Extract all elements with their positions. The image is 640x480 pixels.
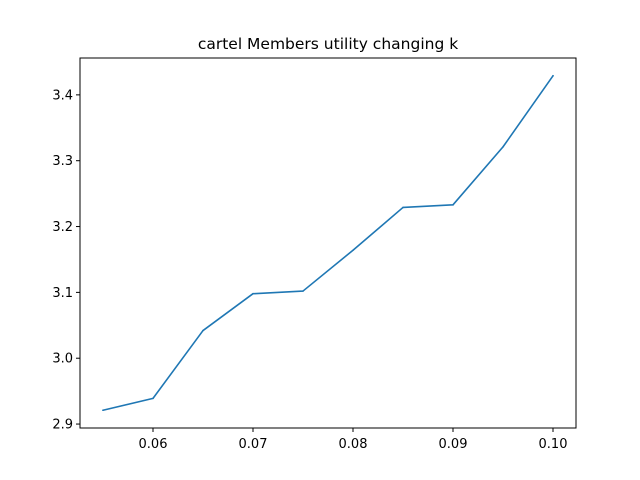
chart-title: cartel Members utility changing k [198, 35, 458, 53]
x-tick-label: 0.09 [439, 437, 468, 452]
series-line [102, 74, 554, 412]
x-tick-label: 0.07 [239, 437, 268, 452]
data-point [452, 204, 454, 206]
data-point [202, 329, 204, 332]
y-tick-label: 2.9 [52, 418, 73, 433]
x-tick-label: 0.06 [139, 437, 168, 452]
data-point [402, 206, 404, 209]
plot-frame [79, 57, 577, 429]
data-point [302, 290, 304, 292]
y-tick-label: 3.0 [52, 352, 73, 367]
y-tick-label: 3.1 [52, 286, 73, 301]
data-point [102, 409, 104, 412]
data-point [502, 146, 504, 148]
y-tick-label: 3.4 [52, 88, 73, 103]
ticks-layer: 0.06 0.07 0.08 0.09 0.10 2.9 3.0 3.1 3.2 3.3 3.4 [52, 88, 567, 452]
y-tick-label: 3.2 [52, 220, 73, 235]
x-tick-label: 0.08 [339, 437, 368, 452]
data-point [152, 397, 154, 400]
data-point [552, 74, 554, 77]
data-point [352, 249, 354, 252]
y-tick-label: 3.3 [52, 154, 73, 169]
x-tick-label: 0.10 [539, 437, 568, 452]
series-layer [102, 74, 554, 412]
data-point [252, 292, 254, 295]
